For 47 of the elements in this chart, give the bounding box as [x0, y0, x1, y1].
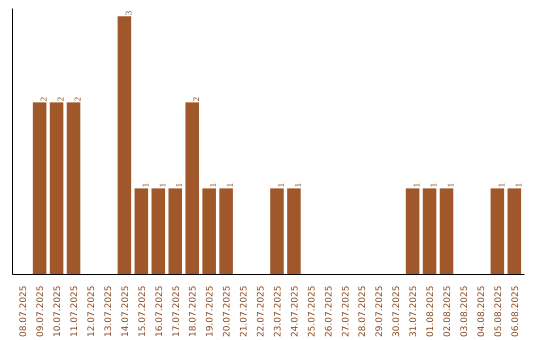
x-tick-label: 21.07.2025	[240, 286, 250, 338]
x-tick-label: 29.07.2025	[375, 286, 386, 338]
x-tick-label: 22.07.2025	[256, 286, 267, 338]
x-tick-label: 19.07.2025	[206, 286, 216, 338]
x-tick-label: 05.08.2025	[494, 286, 504, 338]
x-tick-label: 18.07.2025	[188, 286, 199, 338]
x-tick-label: 01.08.2025	[426, 286, 436, 338]
data-label: 1	[292, 182, 303, 188]
x-tick-label: 27.07.2025	[341, 286, 352, 338]
x-tick-label: 20.07.2025	[222, 286, 233, 338]
data-label: 1	[412, 182, 422, 188]
data-label: 1	[276, 182, 286, 188]
data-label: 1	[513, 182, 524, 188]
data-label: 1	[496, 182, 506, 188]
x-tick-label: 28.07.2025	[358, 286, 368, 338]
x-tick-label: 23.07.2025	[273, 286, 284, 338]
x-tick-label: 10.07.2025	[53, 286, 64, 338]
x-tick-label: 30.07.2025	[392, 286, 402, 338]
x-tick-label: 25.07.2025	[307, 286, 318, 338]
data-label: 1	[157, 182, 168, 188]
x-tick-label: 31.07.2025	[409, 286, 420, 338]
x-tick-label: 11.07.2025	[70, 286, 80, 338]
data-label: 2	[191, 96, 202, 102]
x-tick-label: 03.08.2025	[460, 286, 470, 338]
data-label: 2	[72, 96, 83, 102]
data-label: 3	[123, 10, 134, 16]
x-tick-label: 09.07.2025	[36, 286, 46, 338]
x-tick-label: 02.08.2025	[443, 286, 454, 338]
data-label: 1	[428, 182, 439, 188]
x-tick-label: 14.07.2025	[120, 286, 131, 338]
x-tick-label: 06.08.2025	[510, 286, 521, 338]
x-tick-label: 13.07.2025	[104, 286, 114, 338]
x-tick-label: 08.07.2025	[19, 286, 30, 338]
x-tick-label: 24.07.2025	[290, 286, 300, 338]
data-label: 1	[140, 182, 150, 188]
x-tick-label: 26.07.2025	[324, 286, 334, 338]
data-label: 1	[174, 182, 184, 188]
data-label: 2	[56, 96, 66, 102]
data-label: 1	[446, 182, 456, 188]
x-tick-label: 16.07.2025	[154, 286, 165, 338]
data-label: 1	[225, 182, 236, 188]
x-tick-label: 04.08.2025	[476, 286, 487, 338]
data-label: 1	[208, 182, 218, 188]
data-label: 2	[38, 96, 49, 102]
x-tick-label: 15.07.2025	[138, 286, 148, 338]
x-tick-label: 12.07.2025	[86, 286, 97, 338]
x-tick-label: 17.07.2025	[172, 286, 182, 338]
